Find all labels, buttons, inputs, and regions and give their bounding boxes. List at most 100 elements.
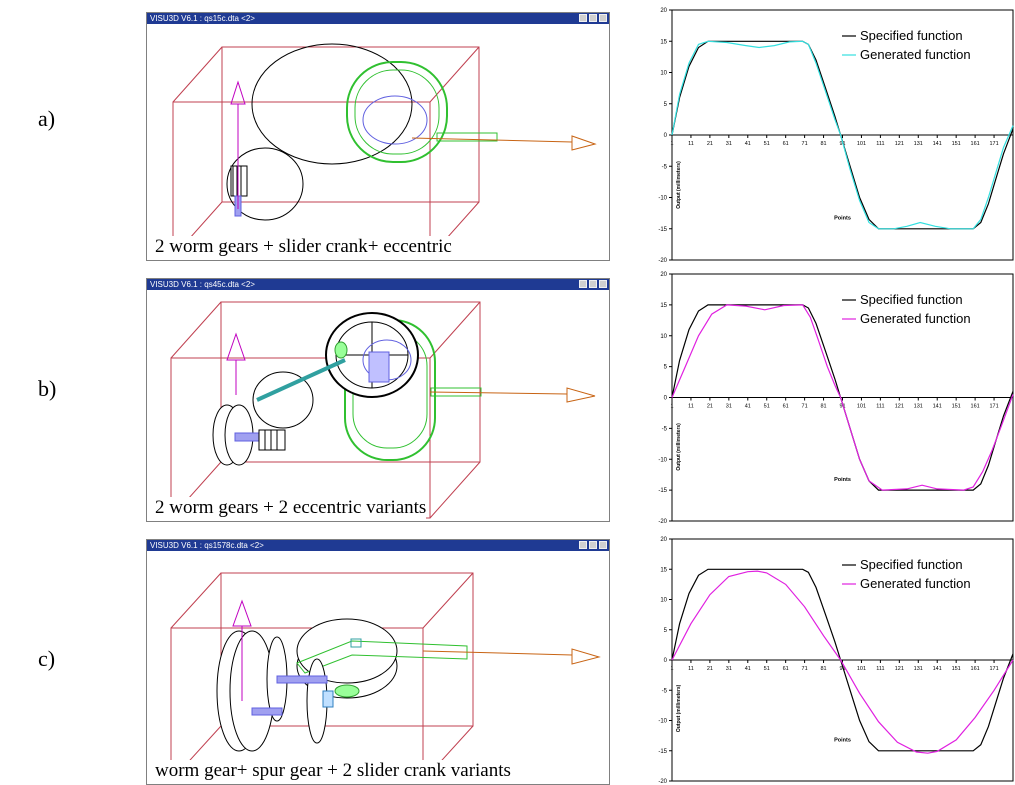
connecting-rod [256,358,346,402]
x-tick-label: 61 [783,666,789,672]
y-tick-label: 10 [660,71,667,77]
x-tick-label: 71 [802,404,808,410]
x-tick-label: 71 [802,141,808,147]
x-tick-label: 11 [688,141,694,147]
legend-entry: Specified function [860,292,963,307]
x-tick-label: 1 [670,404,673,410]
y-tick-label: 0 [664,658,668,664]
x-tick-label: 121 [895,141,904,147]
eccentric-ring [346,61,448,163]
y-tick-label: -20 [658,779,667,783]
window-titlebar: VISU3D V6.1 : qs15c.dta <2> [147,13,609,24]
x-tick-label: 151 [952,141,961,147]
axis-arrow-right [422,650,573,656]
mechanism-caption: 2 worm gears + 2 eccentric variants [155,497,427,519]
close-button[interactable] [599,541,607,549]
x-tick-label: 141 [933,666,942,672]
mechanism-caption: 2 worm gears + slider crank+ eccentric [155,236,452,258]
gear-disk [251,43,413,165]
y-tick-label: 5 [664,628,668,634]
window-title: VISU3D V6.1 : qs1578c.dta <2> [150,541,264,550]
mechanism-view-b [170,301,596,519]
x-tick-label: 21 [707,141,713,147]
x-tick-label: 151 [952,404,961,410]
x-tick-label: 101 [857,141,866,147]
x-tick-label: 131 [914,141,923,147]
close-button[interactable] [599,280,607,288]
visu3d-window-a: VISU3D V6.1 : qs15c.dta <2> 2 [146,12,610,261]
mechanism-view-c [170,572,601,782]
slider-arm [296,640,468,674]
x-tick-label: 81 [820,404,826,410]
x-tick-label: 151 [952,666,961,672]
x-tick-label: 1 [670,666,673,672]
y-tick-label: -5 [662,426,668,432]
mechanism-view-a [172,43,597,258]
x-axis-title: Points [834,738,851,744]
x-tick-label: 111 [876,666,884,672]
crank-pin [368,351,390,383]
minimize-button[interactable] [579,280,587,288]
eccentric-disk [362,95,428,145]
x-tick-label: 31 [726,141,732,147]
x-tick-label: 91 [839,666,845,672]
worm-gear [322,690,334,708]
window-title: VISU3D V6.1 : qs45c.dta <2> [150,280,255,289]
x-tick-label: 171 [989,666,998,672]
x-tick-label: 21 [707,666,713,672]
slider-rod [436,132,498,142]
y-tick-label: 15 [660,39,667,45]
x-tick-label: 31 [726,404,732,410]
x-tick-label: 51 [764,666,770,672]
window-titlebar: VISU3D V6.1 : qs1578c.dta <2> [147,540,609,551]
maximize-button[interactable] [589,14,597,22]
bounding-box [170,301,481,519]
window-titlebar: VISU3D V6.1 : qs45c.dta <2> [147,279,609,290]
x-tick-label: 21 [707,404,713,410]
maximize-button[interactable] [589,541,597,549]
maximize-button[interactable] [589,280,597,288]
x-tick-label: 161 [971,404,980,410]
y-axis-title: Output (millimeters) [676,423,682,471]
x-tick-label: 101 [857,404,866,410]
x-tick-label: 111 [876,141,884,147]
x-tick-label: 131 [914,404,923,410]
minimize-button[interactable] [579,541,587,549]
mechanism-caption: worm gear+ spur gear + 2 slider crank va… [155,760,511,782]
y-tick-label: -10 [658,719,667,725]
x-tick-label: 71 [802,666,808,672]
y-axis-title: Output (millimeters) [676,161,682,209]
x-tick-label: 11 [688,404,694,410]
x-tick-label: 41 [745,404,751,410]
y-tick-label: 15 [660,303,667,309]
y-tick-label: -20 [658,519,667,523]
window-title: VISU3D V6.1 : qs15c.dta <2> [150,14,255,23]
visu3d-window-b: VISU3D V6.1 : qs45c.dta <2> [146,278,610,522]
y-tick-label: 20 [660,537,667,543]
worm-wheel [226,147,304,221]
minimize-button[interactable] [579,14,587,22]
y-tick-label: 10 [660,598,667,604]
x-tick-label: 41 [745,666,751,672]
y-tick-label: 10 [660,334,667,340]
x-tick-label: 171 [989,404,998,410]
worm-gear [258,429,286,451]
shaft [276,675,328,684]
legend-entry: Specified function [860,28,963,43]
close-button[interactable] [599,14,607,22]
x-tick-label: 161 [971,141,980,147]
y-axis-title: Output (millimeters) [676,684,682,732]
x-tick-label: 101 [857,666,866,672]
x-tick-label: 1 [670,141,673,147]
x-tick-label: 171 [989,141,998,147]
y-tick-label: -20 [658,258,667,262]
x-tick-label: 11 [688,666,694,672]
x-tick-label: 111 [876,404,884,410]
y-tick-label: -10 [658,457,667,463]
series-line-generated [671,570,1014,754]
y-tick-label: 5 [664,365,668,371]
x-tick-label: 141 [933,404,942,410]
y-tick-label: -15 [658,749,667,755]
